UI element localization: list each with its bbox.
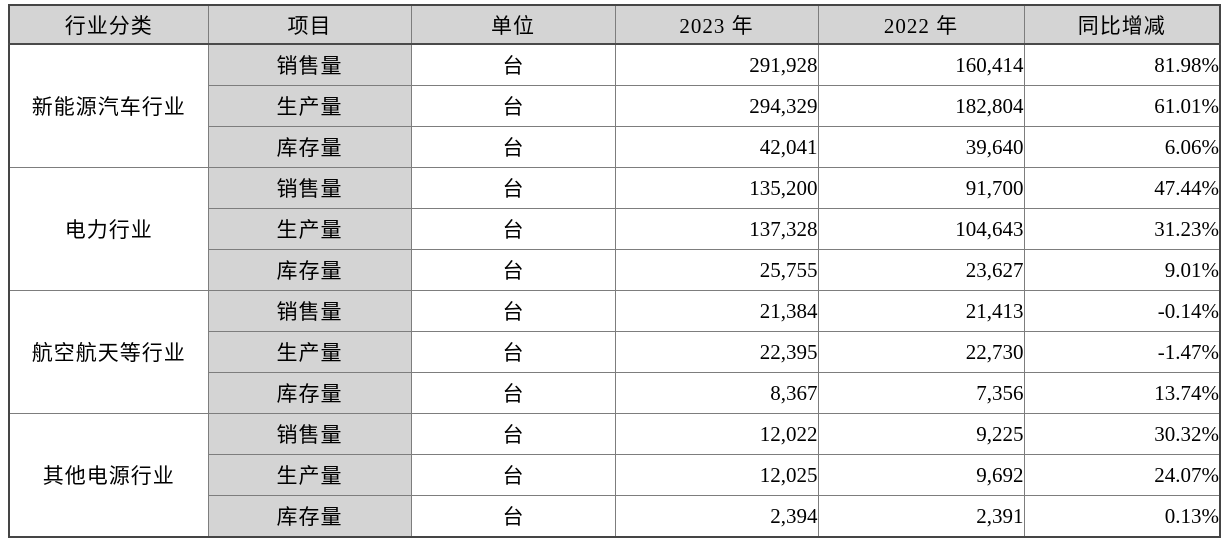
value-2023-cell: 12,025 <box>614 454 819 496</box>
value-2022-cell: 22,730 <box>817 331 1025 373</box>
table-row: 生产量 台 294,329 182,804 61.01% <box>9 85 1221 127</box>
yoy-cell: 31.23% <box>1023 208 1221 250</box>
table-row: 库存量 台 42,041 39,640 6.06% <box>9 126 1221 168</box>
item-cell: 销售量 <box>207 413 412 455</box>
col-header-2023: 2023 年 <box>614 4 819 45</box>
value-2023-cell: 12,022 <box>614 413 819 455</box>
yoy-cell: 30.32% <box>1023 413 1221 455</box>
value-2022-cell: 182,804 <box>817 85 1025 127</box>
table-row: 其他电源行业 销售量 台 12,022 9,225 30.32% <box>8 413 1221 538</box>
value-2022-cell: 104,643 <box>817 208 1025 250</box>
table-row: 航空航天等行业 销售量 台 21,384 21,413 -0.14% <box>8 290 1221 414</box>
unit-cell: 台 <box>410 454 616 496</box>
value-2023-cell: 21,384 <box>614 290 819 332</box>
value-2023-cell: 2,394 <box>614 495 819 538</box>
yoy-cell: -1.47% <box>1023 331 1221 373</box>
item-cell: 库存量 <box>207 126 412 168</box>
unit-cell: 台 <box>410 43 616 86</box>
value-2022-cell: 21,413 <box>817 290 1025 332</box>
value-2023-cell: 25,755 <box>614 249 819 291</box>
col-header-industry: 行业分类 <box>8 4 209 45</box>
item-cell: 生产量 <box>207 454 412 496</box>
industry-cell: 其他电源行业 <box>8 413 209 538</box>
value-2023-cell: 22,395 <box>614 331 819 373</box>
industry-cell: 新能源汽车行业 <box>8 43 209 168</box>
col-header-item: 项目 <box>207 4 412 45</box>
col-header-yoy: 同比增减 <box>1023 4 1221 45</box>
table-row: 生产量 台 12,025 9,692 24.07% <box>9 454 1221 496</box>
item-cell: 生产量 <box>207 85 412 127</box>
table-row: 库存量 台 8,367 7,356 13.74% <box>9 372 1221 414</box>
unit-cell: 台 <box>410 126 616 168</box>
table-row: 电力行业 销售量 台 135,200 91,700 47.44% <box>8 167 1221 291</box>
item-cell: 销售量 <box>207 43 412 86</box>
industry-cell: 电力行业 <box>8 167 209 291</box>
yoy-cell: 47.44% <box>1023 167 1221 209</box>
value-2023-cell: 8,367 <box>614 372 819 414</box>
col-header-2022: 2022 年 <box>817 4 1025 45</box>
table-row: 新能源汽车行业 销售量 台 291,928 160,414 81.98% <box>8 43 1221 168</box>
unit-cell: 台 <box>410 249 616 291</box>
value-2022-cell: 39,640 <box>817 126 1025 168</box>
value-2023-cell: 294,329 <box>614 85 819 127</box>
value-2022-cell: 2,391 <box>817 495 1025 538</box>
unit-cell: 台 <box>410 331 616 373</box>
table-row: 生产量 台 137,328 104,643 31.23% <box>9 208 1221 250</box>
yoy-cell: 6.06% <box>1023 126 1221 168</box>
unit-cell: 台 <box>410 208 616 250</box>
unit-cell: 台 <box>410 372 616 414</box>
value-2022-cell: 91,700 <box>817 167 1025 209</box>
value-2022-cell: 7,356 <box>817 372 1025 414</box>
item-cell: 生产量 <box>207 208 412 250</box>
value-2023-cell: 291,928 <box>614 43 819 86</box>
table-row: 库存量 台 2,394 2,391 0.13% <box>9 495 1221 538</box>
value-2023-cell: 137,328 <box>614 208 819 250</box>
col-header-unit: 单位 <box>410 4 616 45</box>
item-cell: 库存量 <box>207 249 412 291</box>
item-cell: 生产量 <box>207 331 412 373</box>
yoy-cell: 0.13% <box>1023 495 1221 538</box>
industry-production-sales-table: 行业分类 项目 单位 2023 年 2022 年 同比增减 新能源汽车行业 销售… <box>8 4 1221 538</box>
header-row: 行业分类 项目 单位 2023 年 2022 年 同比增减 <box>8 4 1221 45</box>
value-2022-cell: 9,692 <box>817 454 1025 496</box>
item-cell: 库存量 <box>207 372 412 414</box>
yoy-cell: -0.14% <box>1023 290 1221 332</box>
yoy-cell: 24.07% <box>1023 454 1221 496</box>
yoy-cell: 9.01% <box>1023 249 1221 291</box>
industry-cell: 航空航天等行业 <box>8 290 209 414</box>
table-row: 库存量 台 25,755 23,627 9.01% <box>9 249 1221 291</box>
value-2022-cell: 9,225 <box>817 413 1025 455</box>
yoy-cell: 81.98% <box>1023 43 1221 86</box>
unit-cell: 台 <box>410 85 616 127</box>
unit-cell: 台 <box>410 413 616 455</box>
yoy-cell: 13.74% <box>1023 372 1221 414</box>
value-2023-cell: 42,041 <box>614 126 819 168</box>
unit-cell: 台 <box>410 495 616 538</box>
yoy-cell: 61.01% <box>1023 85 1221 127</box>
unit-cell: 台 <box>410 290 616 332</box>
item-cell: 销售量 <box>207 167 412 209</box>
unit-cell: 台 <box>410 167 616 209</box>
item-cell: 库存量 <box>207 495 412 538</box>
value-2023-cell: 135,200 <box>614 167 819 209</box>
value-2022-cell: 23,627 <box>817 249 1025 291</box>
value-2022-cell: 160,414 <box>817 43 1025 86</box>
item-cell: 销售量 <box>207 290 412 332</box>
